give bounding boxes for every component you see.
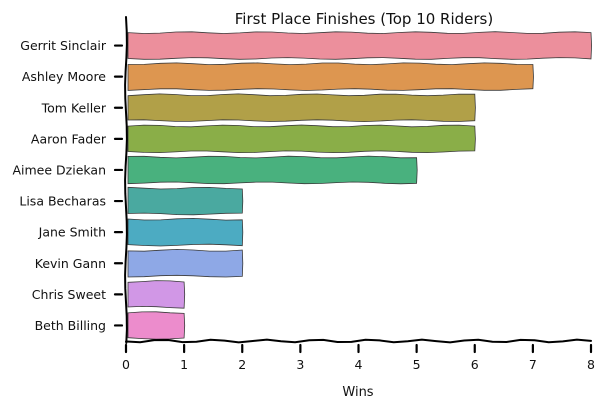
x-tick-label: 4 xyxy=(355,357,363,372)
y-tick-label: Aimee Dziekan xyxy=(12,162,106,177)
x-tick-label: 2 xyxy=(238,357,246,372)
y-tick-label: Kevin Gann xyxy=(35,256,106,271)
bar-chris-sweet xyxy=(127,280,186,309)
x-tick-label: 7 xyxy=(529,357,537,372)
bar-ashley-moore xyxy=(127,62,534,91)
bar-kevin-gann xyxy=(127,248,244,278)
bar-jane-smith xyxy=(127,217,244,247)
bar-beth-billing xyxy=(127,311,186,340)
x-tick-label: 0 xyxy=(122,357,130,372)
x-tick-label: 5 xyxy=(413,357,421,372)
y-tick-label: Gerrit Sinclair xyxy=(20,38,107,53)
y-axis-line xyxy=(124,16,128,344)
x-tick-label: 1 xyxy=(180,357,188,372)
y-tick-label: Ashley Moore xyxy=(22,69,106,84)
bar-lisa-becharas xyxy=(127,186,244,216)
bar-tom-keller xyxy=(127,93,476,123)
x-axis-line xyxy=(125,338,592,344)
x-tick-label: 3 xyxy=(296,357,304,372)
y-tick-label: Beth Billing xyxy=(35,318,106,333)
bar-aaron-fader xyxy=(127,124,476,154)
y-tick-label: Tom Keller xyxy=(41,100,107,115)
bar-gerrit-sinclair xyxy=(127,31,593,60)
x-axis: 0 1 2 3 4 5 6 7 8 xyxy=(122,343,595,372)
bar-aimee-dziekan xyxy=(127,155,418,185)
y-axis: Gerrit Sinclair Ashley Moore Tom Keller Aar… xyxy=(12,38,124,333)
y-tick-label: Aaron Fader xyxy=(31,131,107,146)
y-tick-label: Jane Smith xyxy=(38,225,106,240)
x-tick-label: 8 xyxy=(587,357,595,372)
bars-group xyxy=(127,31,593,340)
x-axis-label: Wins xyxy=(342,385,373,400)
chart-title: First Place Finishes (Top 10 Riders) xyxy=(235,10,493,28)
x-tick-label: 6 xyxy=(471,357,479,372)
y-tick-label: Chris Sweet xyxy=(32,287,106,302)
y-tick-label: Lisa Becharas xyxy=(19,194,106,209)
